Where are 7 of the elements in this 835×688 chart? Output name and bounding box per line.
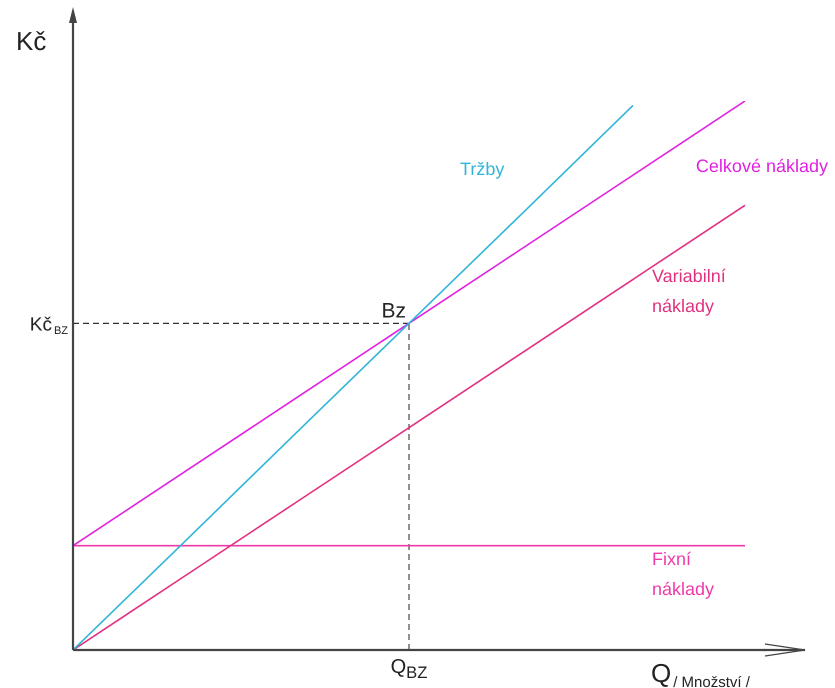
text: Tržby — [460, 159, 504, 179]
y-axis-title: Kč — [16, 26, 46, 56]
annotation: Bz — [381, 299, 406, 322]
series-label: Fixní náklady — [652, 549, 714, 599]
series-label: Variabilní náklady — [652, 266, 726, 316]
text: Q$_{BZ}$ — [390, 656, 428, 684]
series-label: Celkové náklady — [696, 156, 828, 176]
